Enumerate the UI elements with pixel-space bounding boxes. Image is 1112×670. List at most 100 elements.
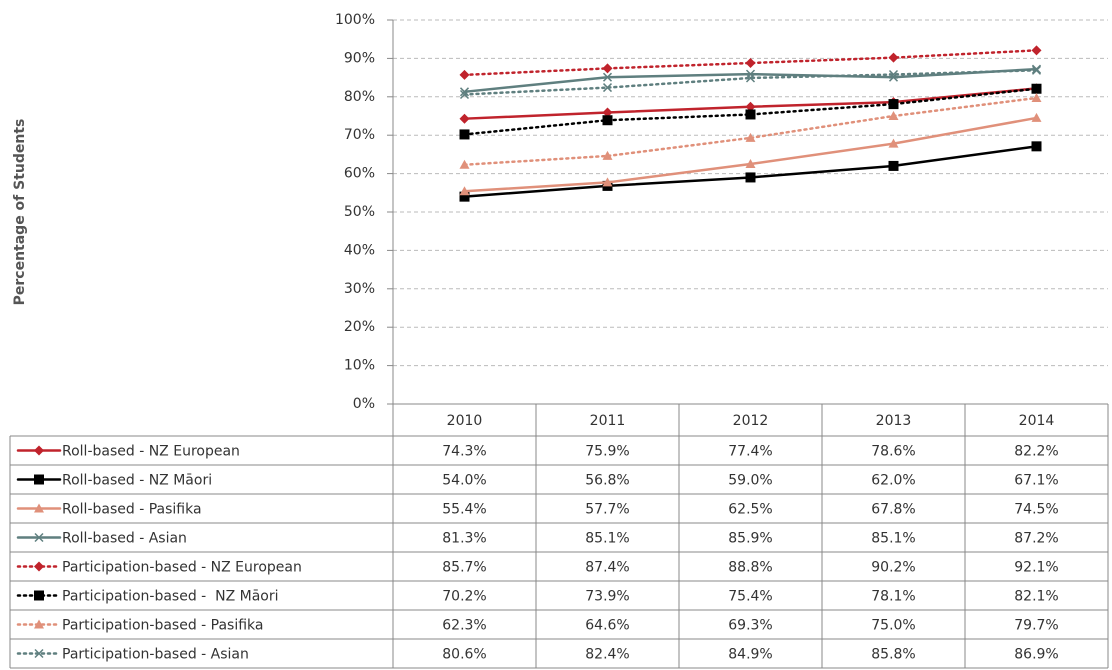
table-value: 80.6% xyxy=(442,647,486,663)
y-tick-label: 20% xyxy=(344,319,375,335)
marker xyxy=(34,648,44,659)
marker xyxy=(888,138,899,148)
series-line xyxy=(463,49,1038,77)
table-value: 82.2% xyxy=(1014,444,1058,460)
series-line xyxy=(463,145,1038,198)
table-value: 92.1% xyxy=(1014,560,1058,576)
table-value: 70.2% xyxy=(442,589,486,605)
legend-label: Participation-based - NZ Māori xyxy=(62,589,279,605)
y-tick-label: 80% xyxy=(344,89,375,105)
marker xyxy=(459,89,470,100)
table-value: 78.1% xyxy=(871,589,915,605)
table-value: 62.0% xyxy=(871,473,915,489)
x-tick-label: 2012 xyxy=(733,413,769,429)
y-tick-label: 40% xyxy=(344,242,375,258)
marker xyxy=(459,113,470,124)
marker xyxy=(1031,112,1042,122)
table-value: 81.3% xyxy=(442,531,486,547)
table-value: 74.5% xyxy=(1014,502,1058,518)
table-value: 75.4% xyxy=(728,589,772,605)
table-value: 56.8% xyxy=(585,473,629,489)
marker xyxy=(459,186,470,196)
table-value: 82.4% xyxy=(585,647,629,663)
table-value: 75.0% xyxy=(871,618,915,634)
marker xyxy=(459,159,470,169)
marker xyxy=(459,69,470,80)
marker xyxy=(459,191,470,202)
table-value: 77.4% xyxy=(728,444,772,460)
table-value: 90.2% xyxy=(871,560,915,576)
y-tick-label: 100% xyxy=(335,12,375,28)
legend-label: Roll-based - NZ European xyxy=(62,444,240,460)
table-value: 85.8% xyxy=(871,647,915,663)
marker xyxy=(888,69,899,80)
y-axis-label: Percentage of Students xyxy=(12,119,28,306)
marker xyxy=(34,503,44,513)
marker xyxy=(34,532,44,543)
table-value: 62.5% xyxy=(728,502,772,518)
table-value: 55.4% xyxy=(442,502,486,518)
marker xyxy=(602,83,613,93)
marker xyxy=(602,177,613,187)
y-tick-label: 30% xyxy=(344,281,375,297)
y-tick-label: 60% xyxy=(344,166,375,182)
y-tick-label: 0% xyxy=(353,396,375,412)
y-tick-label: 90% xyxy=(344,50,375,66)
marker xyxy=(34,561,44,572)
marker xyxy=(1031,65,1042,75)
marker xyxy=(34,474,44,485)
x-tick-label: 2013 xyxy=(876,413,912,429)
marker xyxy=(745,132,756,142)
marker xyxy=(1031,64,1042,74)
legend-label: Participation-based - Asian xyxy=(62,647,249,663)
marker xyxy=(459,129,470,140)
y-tick-label: 70% xyxy=(344,127,375,143)
table-value: 62.3% xyxy=(442,618,486,634)
table-value: 85.1% xyxy=(585,531,629,547)
marker xyxy=(1031,83,1042,94)
marker xyxy=(888,111,899,120)
x-tick-label: 2011 xyxy=(590,413,626,429)
table-value: 64.6% xyxy=(585,618,629,634)
legend-label: Roll-based - Asian xyxy=(62,531,187,547)
marker xyxy=(1031,45,1042,56)
marker xyxy=(602,150,613,160)
marker xyxy=(1031,92,1042,102)
table-value: 75.9% xyxy=(585,444,629,460)
marker xyxy=(745,58,756,69)
table-value: 67.1% xyxy=(1014,473,1058,489)
table-value: 88.8% xyxy=(728,560,772,576)
x-tick-label: 2014 xyxy=(1019,413,1055,429)
marker xyxy=(888,99,899,110)
table-value: 87.2% xyxy=(1014,531,1058,547)
table-value: 59.0% xyxy=(728,473,772,489)
table-value: 87.4% xyxy=(585,560,629,576)
y-tick-label: 10% xyxy=(344,358,375,374)
marker xyxy=(602,72,613,82)
table-value: 85.1% xyxy=(871,531,915,547)
x-tick-label: 2010 xyxy=(447,413,483,429)
legend-label: Roll-based - Pasifika xyxy=(62,502,202,518)
table-value: 74.3% xyxy=(442,444,486,460)
table-value: 73.9% xyxy=(585,589,629,605)
marker xyxy=(745,109,756,120)
marker xyxy=(602,63,613,74)
legend-label: Roll-based - NZ Māori xyxy=(62,473,212,489)
table-value: 57.7% xyxy=(585,502,629,518)
marker xyxy=(745,73,756,83)
table-value: 69.3% xyxy=(728,618,772,634)
table-value: 79.7% xyxy=(1014,618,1058,634)
marker xyxy=(34,445,44,456)
table-value: 67.8% xyxy=(871,502,915,518)
table-value: 85.9% xyxy=(728,531,772,547)
table-value: 84.9% xyxy=(728,647,772,663)
marker xyxy=(602,107,613,118)
marker xyxy=(745,101,756,112)
y-tick-label: 50% xyxy=(344,204,375,220)
marker xyxy=(888,52,899,63)
table-value: 54.0% xyxy=(442,473,486,489)
legend-label: Participation-based - Pasifika xyxy=(62,618,264,634)
marker xyxy=(745,159,756,168)
marker xyxy=(888,160,899,171)
